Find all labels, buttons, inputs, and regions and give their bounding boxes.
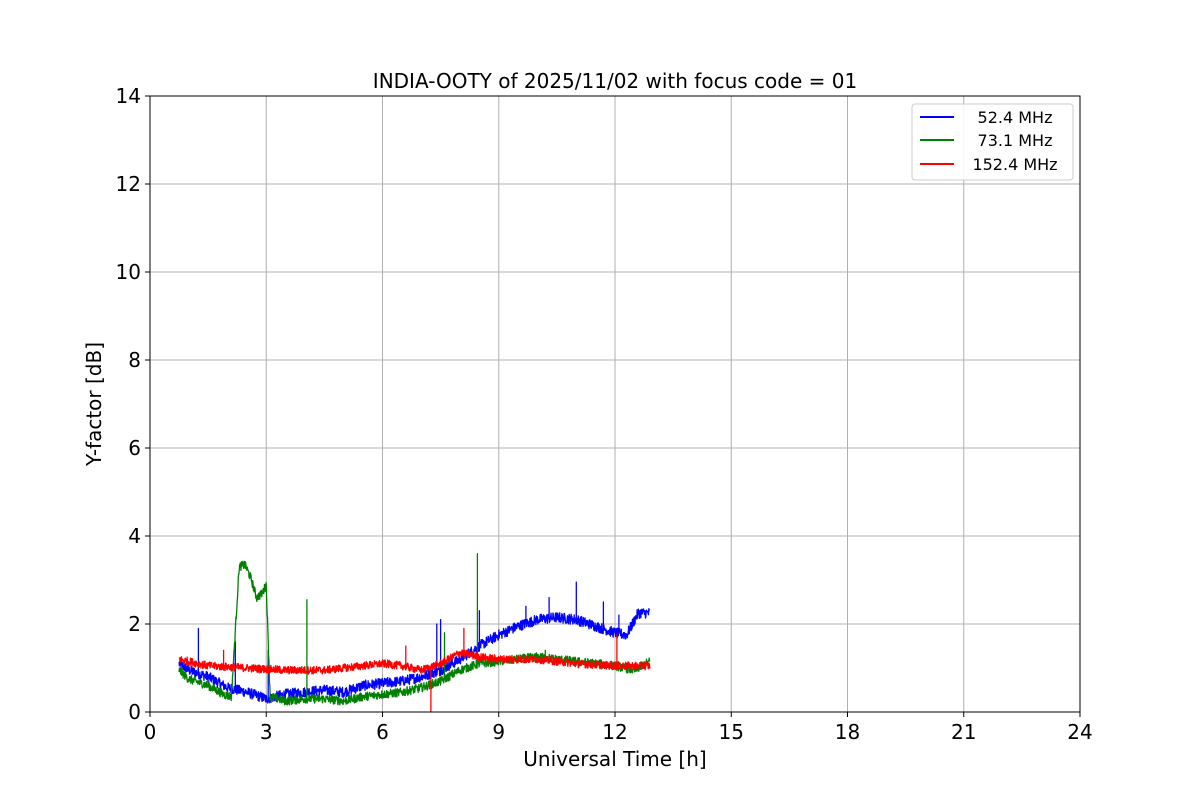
x-tick-label: 18 (835, 720, 860, 744)
y-tick-label: 12 (116, 172, 141, 196)
y-tick-label: 0 (128, 700, 141, 724)
x-tick-label: 9 (492, 720, 505, 744)
y-tick-label: 8 (128, 348, 141, 372)
x-tick-label: 21 (951, 720, 976, 744)
legend: 52.4 MHz 73.1 MHz 152.4 MHz (911, 103, 1074, 181)
x-tick-label: 24 (1067, 720, 1092, 744)
series-line-52-4-mhz (178, 581, 651, 704)
x-tick-label: 6 (376, 720, 389, 744)
y-axis-label: Y-factor [dB] (82, 342, 106, 467)
y-tick-label: 2 (128, 612, 141, 636)
legend-label-52mhz: 52.4 MHz (978, 108, 1053, 127)
x-tick-label: 3 (260, 720, 273, 744)
chart-title: INDIA-OOTY of 2025/11/02 with focus code… (373, 69, 857, 93)
y-tick-label: 14 (116, 84, 141, 108)
series-line-73-1-mhz (178, 552, 651, 706)
legend-label-73mhz: 73.1 MHz (978, 131, 1053, 150)
legend-label-152mhz: 152.4 MHz (972, 155, 1057, 174)
y-tick-label: 4 (128, 524, 141, 548)
x-tick-label: 15 (719, 720, 744, 744)
x-tick-label: 0 (144, 720, 157, 744)
series-layer (178, 552, 651, 713)
series-line-152-4-mhz (178, 627, 651, 713)
legend-box (911, 103, 1074, 181)
x-tick-label: 12 (602, 720, 627, 744)
y-tick-label: 6 (128, 436, 141, 460)
y-tick-label: 10 (116, 260, 141, 284)
x-axis-label: Universal Time [h] (523, 747, 706, 771)
